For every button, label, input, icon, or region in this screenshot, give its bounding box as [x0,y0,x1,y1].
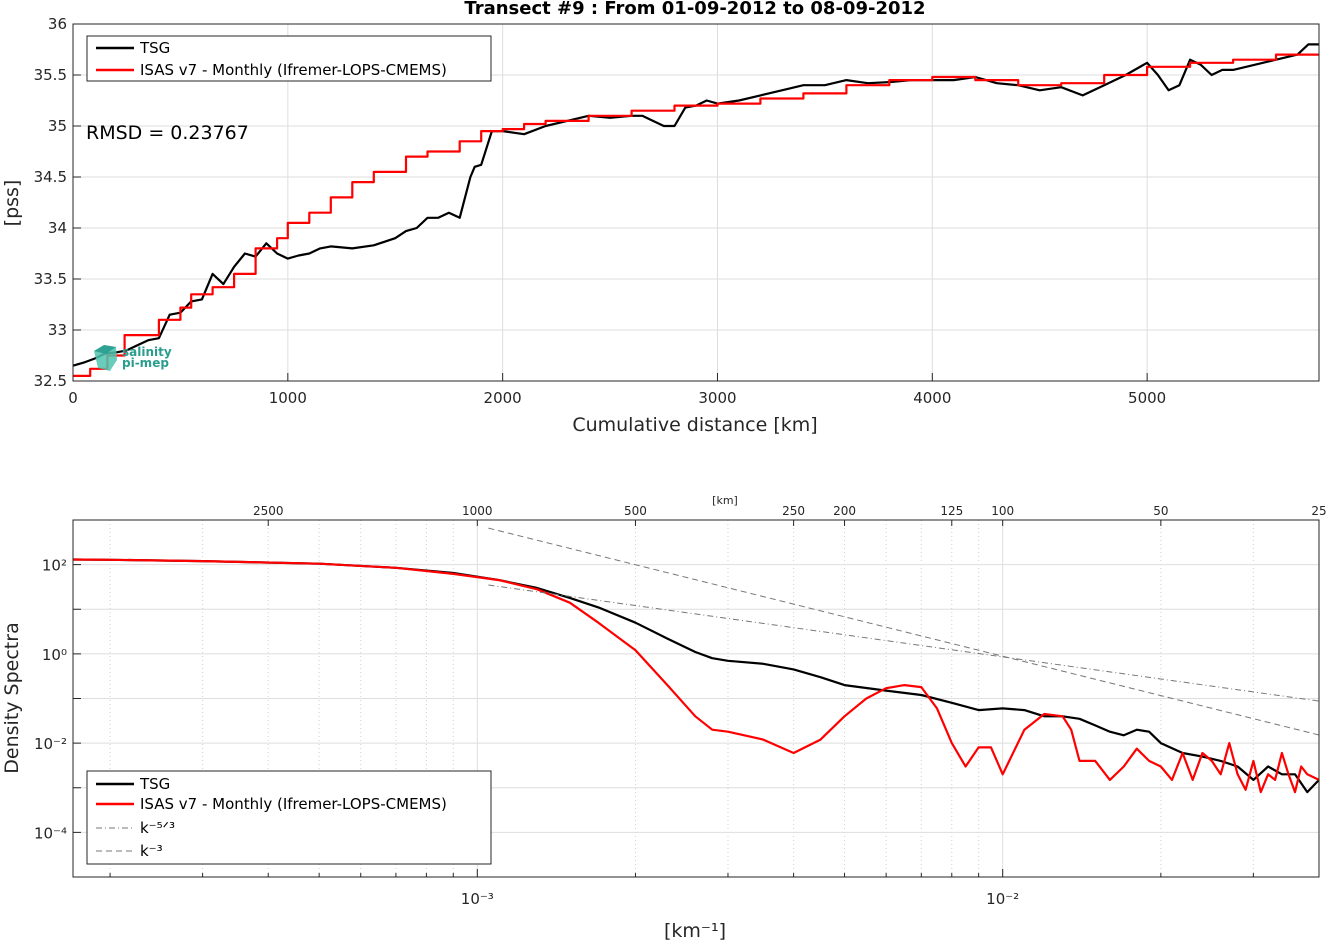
reference-line-k53 [488,584,1320,702]
legend-label-k53: k⁻⁵ᐟ³ [140,819,175,837]
legend-label-isas: ISAS v7 - Monthly (Ifremer-LOPS-CMEMS) [140,61,447,79]
density-spectra-chart: 10⁻³ 10⁻² 2500 1000 500 250 200 125 100 50 25 10⁻… [1,494,1326,942]
x-tick-label: 3000 [698,389,736,407]
logo-text-pimep: pi-mep [122,356,169,370]
y-tick-label: 10⁻² [34,735,67,753]
x-axis-label: Cumulative distance [km] [572,414,817,436]
y-tick-label: 34.5 [34,168,67,186]
y-tick-label: 35 [48,117,67,135]
top-tick-label: 250 [782,504,805,518]
y-ticks: 32.5 33 33.5 34 34.5 35 35.5 36 [34,15,81,390]
x-ticks: 0 1000 2000 3000 4000 5000 [68,373,1166,407]
top-tick-label: 1000 [462,504,493,518]
y-tick-label: 10⁻⁴ [34,824,67,842]
top-tick-label: 100 [991,504,1014,518]
legend-label-k3: k⁻³ [140,842,163,860]
y-tick-label: 10⁰ [42,646,67,664]
top-tick-label: 25 [1311,504,1326,518]
x-tick-label: 4000 [913,389,951,407]
chart-title: Transect #9 : From 01-09-2012 to 08-09-2… [464,0,925,19]
top-tick-label: 200 [833,504,856,518]
legend-label-tsg: TSG [139,775,170,793]
rmsd-annotation: RMSD = 0.23767 [86,122,249,144]
plot-frame [72,23,1320,382]
y-tick-label: 32.5 [34,372,67,390]
y-tick-label: 10² [42,557,67,575]
x-tick-label: 2000 [484,389,522,407]
top-tick-label: 500 [624,504,647,518]
x-tick-label: 10⁻² [986,890,1019,908]
reference-line-k3 [488,527,1320,736]
legend: TSG ISAS v7 - Monthly (Ifremer-LOPS-CMEM… [86,770,492,865]
legend-label-tsg: TSG [139,39,170,57]
series-layer [72,527,1320,794]
x-ticks: 10⁻³ 10⁻² [109,869,1254,908]
plot-area [73,24,1319,381]
top-tick-label: 125 [940,504,963,518]
y-axis-label: [pss] [1,180,23,227]
x-tick-label: 0 [68,389,78,407]
legend-label-isas: ISAS v7 - Monthly (Ifremer-LOPS-CMEMS) [140,795,447,813]
y-tick-label: 33 [48,321,67,339]
legend: TSG ISAS v7 - Monthly (Ifremer-LOPS-CMEM… [86,35,492,82]
series-line-isas [73,53,1319,377]
top-axis-label: [km] [712,494,738,507]
series-line-tsg [72,558,1320,794]
legend-box [86,770,492,865]
y-tick-label: 34 [48,219,67,237]
series-line-isas [72,558,1320,794]
salinity-pi-mep-logo: salinity pi-mep [94,345,172,371]
y-ticks: 10⁻⁴ 10⁻² 10⁰ 10² [34,557,81,842]
salinity-transect-chart: Transect #9 : From 01-09-2012 to 08-09-2… [1,0,1320,436]
x-tick-label: 1000 [269,389,307,407]
y-axis-label: Density Spectra [1,622,23,773]
legend-box [86,35,492,82]
top-x-ticks: 2500 1000 500 250 200 125 100 50 25 [253,504,1326,526]
y-tick-label: 35.5 [34,66,67,84]
top-tick-label: 2500 [253,504,284,518]
series-layer [72,43,1319,377]
y-tick-label: 33.5 [34,270,67,288]
logo-text-salinity: salinity [122,345,172,359]
logo-cube-top-icon [94,345,116,354]
y-tick-label: 36 [48,15,67,33]
x-axis-label: [km⁻¹] [664,920,726,942]
x-tick-label: 10⁻³ [461,890,494,908]
x-tick-label: 5000 [1128,389,1166,407]
top-tick-label: 50 [1153,504,1168,518]
